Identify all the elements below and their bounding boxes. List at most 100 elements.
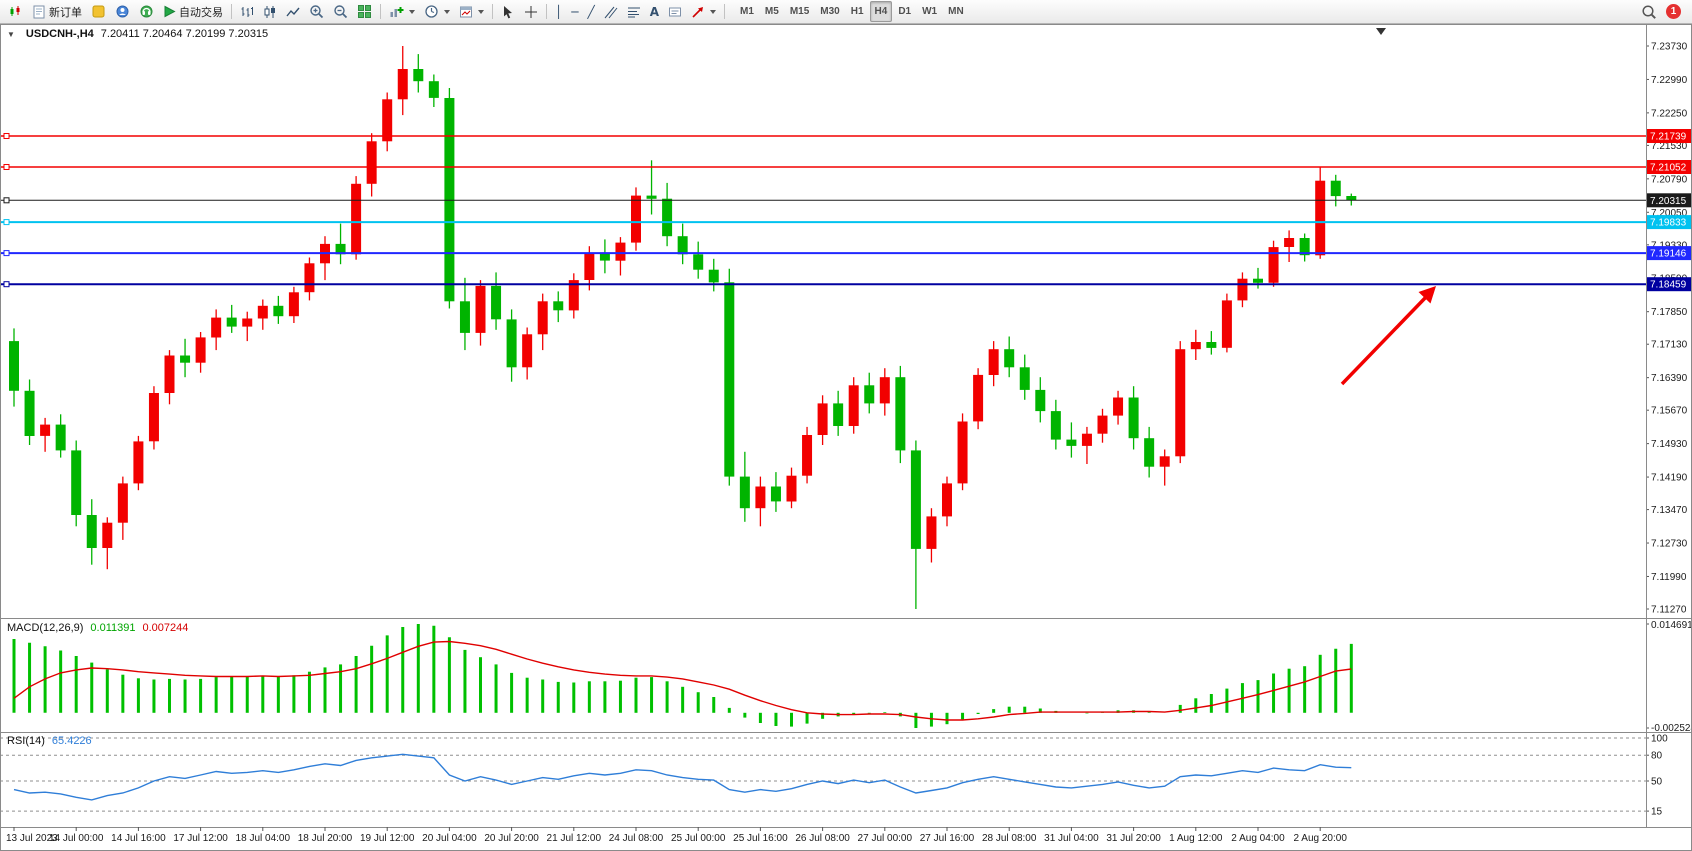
text-label-icon <box>669 7 681 16</box>
fibonacci-tool-button[interactable] <box>623 1 645 22</box>
crosshair-icon <box>525 5 537 18</box>
svg-text:7.20050: 7.20050 <box>1651 208 1688 219</box>
timeframe-button-m15[interactable]: M15 <box>789 6 810 17</box>
svg-text:28 Jul 08:00: 28 Jul 08:00 <box>982 833 1037 844</box>
svg-text:27 Jul 00:00: 27 Jul 00:00 <box>858 833 913 844</box>
horizontal-line-tool-button[interactable]: ─ <box>567 1 582 22</box>
svg-text:0.014691: 0.014691 <box>1651 620 1692 631</box>
macd-name: MACD(12,26,9) <box>7 622 84 634</box>
timeframe-button-m1[interactable]: M1 <box>740 6 754 17</box>
timeframe-button-h1[interactable]: H1 <box>850 6 864 17</box>
timeframe-button-m5[interactable]: M5 <box>764 6 779 17</box>
zoom-out-button[interactable] <box>329 1 352 22</box>
periods-button[interactable] <box>420 1 454 22</box>
new-order-button[interactable]: 新订单 <box>29 1 86 22</box>
candlestick-icon <box>264 5 275 18</box>
timeframe-button-mn[interactable]: MN <box>948 6 964 17</box>
timeframe-button-m30[interactable]: M30 <box>820 6 840 17</box>
svg-text:2 Aug 04:00: 2 Aug 04:00 <box>1231 833 1285 844</box>
level-line-7.19833[interactable]: 7.19833 <box>0 215 1692 230</box>
channel-tool-button[interactable] <box>600 1 622 22</box>
macd-signal-value: 0.007244 <box>142 622 189 634</box>
arrows-tool-button[interactable] <box>687 1 720 22</box>
bar-chart-mode-button[interactable] <box>236 1 258 22</box>
line-chart-mode-button[interactable] <box>282 1 304 22</box>
trendline-tool-button[interactable]: ╱ <box>583 1 598 22</box>
svg-text:27 Jul 16:00: 27 Jul 16:00 <box>920 833 975 844</box>
rsi-indicator-label: RSI(14) 65.4226 <box>7 735 92 747</box>
rsi-value: 65.4226 <box>51 735 92 747</box>
community-icon <box>116 5 129 18</box>
metaeditor-button[interactable] <box>87 1 110 22</box>
new-order-label: 新订单 <box>49 6 82 19</box>
svg-text:25 Jul 16:00: 25 Jul 16:00 <box>733 833 788 844</box>
market-icon <box>140 5 153 18</box>
svg-text:2 Aug 20:00: 2 Aug 20:00 <box>1294 833 1348 844</box>
svg-text:26 Jul 08:00: 26 Jul 08:00 <box>795 833 850 844</box>
svg-text:24 Jul 08:00: 24 Jul 08:00 <box>609 833 664 844</box>
chart-canvas[interactable]: 7.23730 7.22990 7.22250 7.21530 7.20790 7.200… <box>0 24 1692 851</box>
chart-ohlc-values: 7.20411 7.20464 7.20199 7.20315 <box>100 28 269 40</box>
tile-windows-icon <box>358 5 371 18</box>
toolbar-separator <box>492 4 493 19</box>
new-chart-icon <box>10 6 20 16</box>
cursor-tool-button[interactable] <box>497 1 519 22</box>
svg-text:20 Jul 04:00: 20 Jul 04:00 <box>422 833 477 844</box>
level-line-7.21739[interactable]: 7.21739 <box>0 129 1692 143</box>
text-icon: A <box>649 4 659 19</box>
candlestick-mode-button[interactable] <box>259 1 281 22</box>
candlestick-plot <box>9 46 1357 609</box>
level-line-7.21052[interactable]: 7.21052 <box>0 160 1692 174</box>
svg-text:20 Jul 20:00: 20 Jul 20:00 <box>484 833 539 844</box>
timeframe-button-h4[interactable]: H4 <box>869 1 893 22</box>
autotrading-play-icon <box>164 5 176 18</box>
svg-text:7.11270: 7.11270 <box>1651 605 1687 616</box>
toolbar-separator <box>724 4 725 19</box>
text-tool-button[interactable]: A <box>646 1 663 22</box>
svg-text:-0.002524: -0.002524 <box>1651 723 1692 734</box>
chart-symbol-timeframe: USDCNH-,H4 <box>25 28 94 40</box>
line-chart-icon <box>286 7 300 16</box>
tile-windows-button[interactable] <box>353 1 376 22</box>
new-chart-button[interactable] <box>5 1 28 22</box>
level-line-7.18459[interactable]: 7.18459 <box>0 277 1692 292</box>
level-line-7.20315[interactable]: 7.20315 <box>0 193 1692 208</box>
svg-text:7.21739: 7.21739 <box>1650 131 1687 142</box>
vertical-line-tool-button[interactable]: │ <box>551 1 566 22</box>
toolbar-separator <box>231 4 232 19</box>
toolbar: 新订单 自动交易 <box>0 0 1692 24</box>
text-label-tool-button[interactable] <box>664 1 686 22</box>
autotrading-button[interactable]: 自动交易 <box>159 1 227 22</box>
templates-button[interactable] <box>455 1 488 22</box>
chart-shift-marker[interactable] <box>1376 28 1386 35</box>
svg-text:7.17130: 7.17130 <box>1651 340 1688 351</box>
svg-text:21 Jul 12:00: 21 Jul 12:00 <box>547 833 602 844</box>
rsi-line <box>13 753 1352 801</box>
crosshair-tool-button[interactable] <box>520 1 542 22</box>
trend-arrow[interactable] <box>1340 286 1436 386</box>
macd-histogram <box>12 624 1353 728</box>
zoom-in-button[interactable] <box>305 1 328 22</box>
search-button[interactable] <box>1637 1 1661 22</box>
timeframe-group: M1 M5 M15 M30 H1 H4 D1 W1 MN <box>735 1 969 22</box>
notification-badge[interactable]: 1 <box>1666 4 1681 19</box>
svg-text:7.23730: 7.23730 <box>1651 42 1688 53</box>
level-line-7.19146[interactable]: 7.19146 <box>0 246 1692 261</box>
chart-window[interactable]: 7.23730 7.22990 7.22250 7.21530 7.20790 7.200… <box>0 24 1692 851</box>
community-button[interactable] <box>111 1 134 22</box>
svg-text:18 Jul 20:00: 18 Jul 20:00 <box>298 833 353 844</box>
one-click-trading-toggle[interactable]: ▼ <box>7 30 15 39</box>
dropdown-arrow-icon <box>478 9 484 14</box>
svg-text:18 Jul 04:00: 18 Jul 04:00 <box>236 833 291 844</box>
timeframe-button-w1[interactable]: W1 <box>922 6 938 17</box>
svg-text:80: 80 <box>1651 751 1663 762</box>
market-button[interactable] <box>135 1 158 22</box>
svg-text:7.19833: 7.19833 <box>1650 218 1687 229</box>
toolbar-separator <box>546 4 547 19</box>
rsi-name: RSI(14) <box>7 735 45 747</box>
chart-title: ▼ USDCNH-,H4 7.20411 7.20464 7.20199 7.2… <box>7 28 268 40</box>
indicators-button[interactable] <box>385 1 419 22</box>
timeframe-button-d1[interactable]: D1 <box>898 6 912 17</box>
